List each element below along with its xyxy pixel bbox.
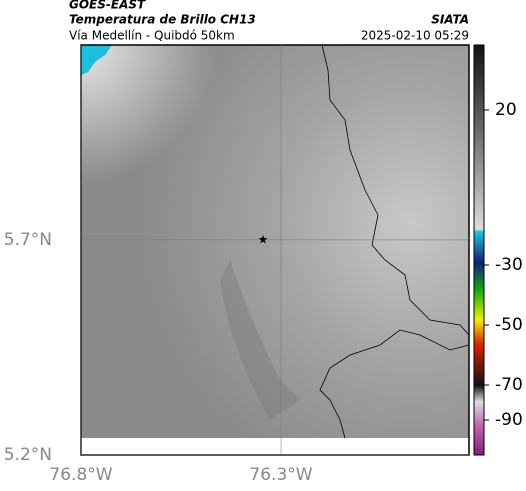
satellite: GOES-EAST [69,0,146,12]
colorbar-label: -30 [495,255,523,275]
location-marker: ★ [258,232,269,246]
y-tick-label: 5.7°N [4,230,52,250]
colorbar-label: 20 [495,100,517,120]
y-tick-label: 5.2°N [4,445,52,465]
colorbar-label: -90 [495,410,523,430]
x-tick-label: 76.8°W [49,465,112,485]
colorbar-label: -50 [495,315,523,335]
satellite-image [81,44,470,439]
region: Vía Medellín - Quibdó 50km [69,29,235,43]
colorbar [473,44,485,456]
product: Temperatura de Brillo CH13 [69,13,256,27]
colorbar-label: -70 [495,375,523,395]
timestamp: 2025-02-10 05:29 [361,29,469,43]
source: SIATA [431,13,469,27]
x-tick-label: 76.3°W [249,465,312,485]
